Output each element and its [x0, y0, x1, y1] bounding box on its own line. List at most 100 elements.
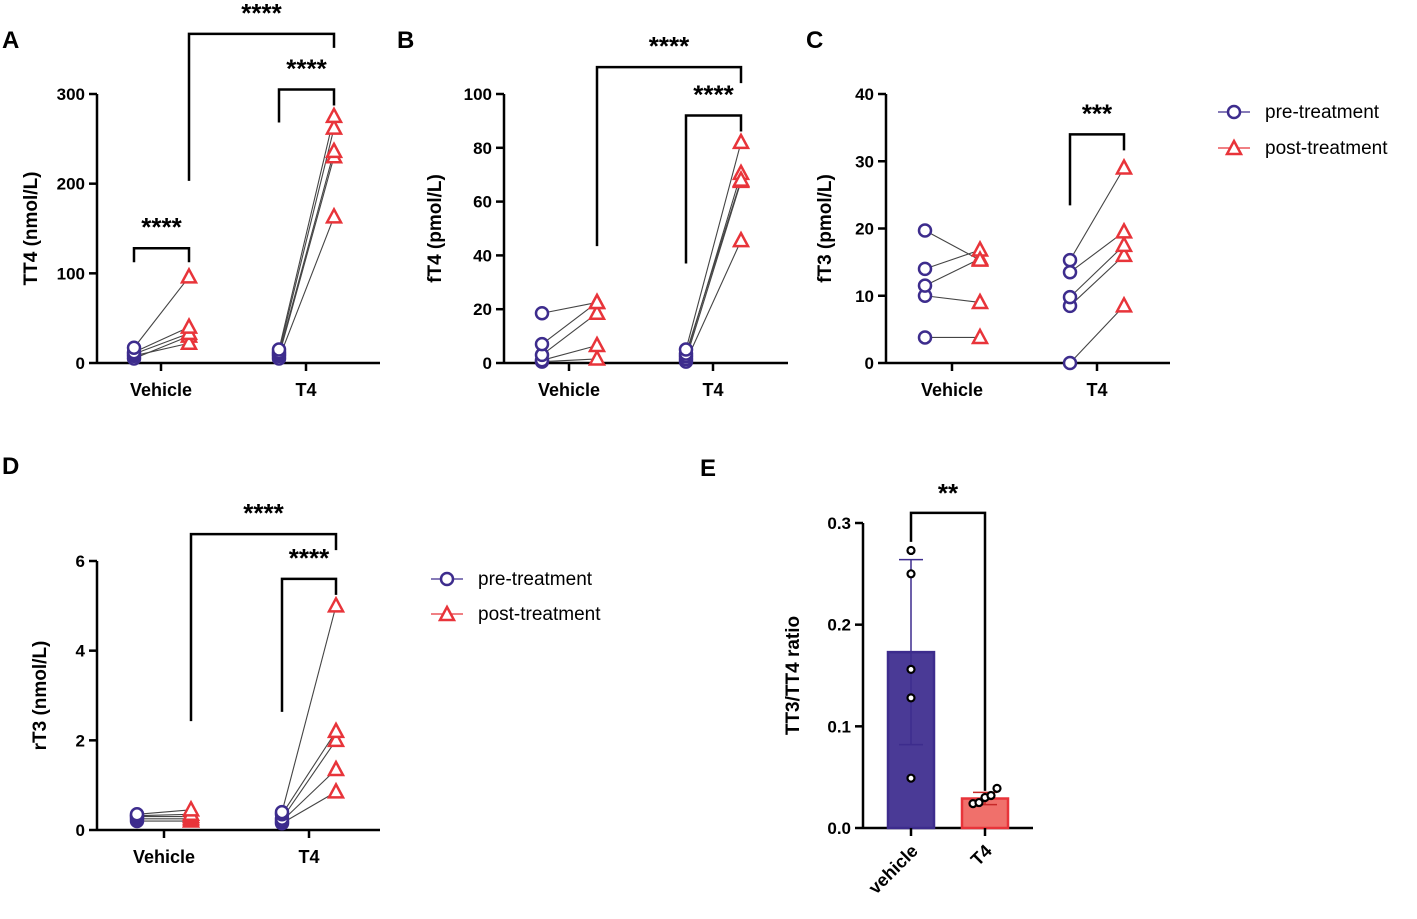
- pair-line: [541, 302, 598, 345]
- pair-line: [541, 358, 598, 363]
- pre-point: [271, 342, 287, 357]
- post-point: [731, 132, 751, 150]
- panel-d-rt3: 0 2 4 6 rT3 (nmol/L) Vehicle T4 ********: [30, 498, 380, 867]
- x-tick-label: T4: [298, 847, 319, 867]
- pair-line: [1069, 254, 1125, 307]
- post-point: [1114, 295, 1134, 313]
- panel-letter-e: E: [700, 455, 716, 482]
- legend-pre-marker: [1226, 104, 1242, 120]
- pre-point: [1062, 289, 1078, 305]
- y-tick-label: 200: [57, 175, 85, 194]
- data-point: [906, 773, 916, 783]
- legend-post-label: post-treatment: [478, 604, 601, 625]
- pair-line: [1069, 305, 1125, 364]
- data-point: [992, 783, 1002, 793]
- y-tick-label: 0.3: [827, 514, 851, 533]
- significance-bracket: [280, 577, 338, 712]
- pair-line: [281, 740, 337, 820]
- x-tick-label: Vehicle: [130, 380, 192, 400]
- pair-line: [133, 342, 190, 357]
- x-tick-label: T4: [702, 380, 723, 400]
- y-tick-label: 0.1: [827, 717, 851, 736]
- pair-line: [281, 769, 337, 822]
- post-point: [587, 292, 607, 310]
- pair-line: [133, 276, 190, 349]
- y-tick-label: 300: [57, 85, 85, 104]
- significance-stars: ***: [1082, 98, 1113, 128]
- pre-point: [129, 807, 145, 822]
- pre-point: [1062, 355, 1078, 371]
- significance-stars: ****: [243, 498, 284, 528]
- x-tick-label: T4: [967, 841, 996, 870]
- post-point: [1114, 235, 1134, 253]
- post-point: [181, 799, 201, 817]
- pair-line: [541, 344, 598, 361]
- y-tick-label: 20: [473, 300, 492, 319]
- significance-stars: ****: [241, 0, 282, 28]
- pair-line: [278, 116, 335, 350]
- post-point: [324, 206, 344, 224]
- post-point: [1114, 157, 1134, 175]
- pair-line: [924, 249, 981, 270]
- pre-point: [917, 330, 933, 345]
- pair-line: [278, 156, 335, 356]
- post-point: [731, 169, 751, 187]
- post-point: [587, 303, 607, 320]
- post-point: [326, 759, 346, 777]
- y-tick-label: 0.0: [827, 819, 851, 838]
- post-point: [970, 249, 990, 267]
- panel-letter-b: B: [397, 27, 414, 54]
- pair-line: [278, 151, 335, 355]
- post-point: [179, 266, 199, 284]
- panel-e-ratio: 0.0 0.1 0.2 0.3 TT3/TT4 ratio vehicle T4 **: [783, 478, 1033, 898]
- pair-line: [685, 179, 742, 354]
- y-tick-label: 60: [473, 193, 492, 212]
- panel-c-ft3: 0 10 20 30 40 fT3 (pmol/L) Vehicle T4 ***: [815, 85, 1170, 400]
- post-point: [970, 327, 990, 345]
- legend-post-label: post-treatment: [1265, 138, 1388, 159]
- significance-bracket: [684, 114, 743, 264]
- data-point: [986, 790, 996, 801]
- panel-letter-a: A: [2, 27, 19, 54]
- panel-letter-d: D: [2, 453, 19, 480]
- post-point: [326, 781, 346, 799]
- x-tick-label: T4: [1086, 380, 1107, 400]
- significance-bracket: [187, 32, 336, 181]
- post-point: [970, 292, 990, 310]
- panel-b-ft4: 0 20 40 60 80 100 fT4 (pmol/L) Vehicle T4 *******…: [425, 31, 788, 400]
- significance-stars: ****: [649, 31, 690, 61]
- y-tick-label: 0: [865, 354, 874, 373]
- x-tick-label: Vehicle: [921, 380, 983, 400]
- data-point: [906, 569, 916, 579]
- significance-stars: ****: [286, 54, 327, 84]
- post-point: [326, 721, 346, 739]
- y-tick-label: 80: [473, 139, 492, 158]
- legend-middle: pre-treatment post-treatment: [431, 569, 601, 625]
- y-tick-label: 40: [473, 246, 492, 265]
- pair-line: [1069, 244, 1125, 298]
- pair-line: [685, 142, 742, 350]
- data-point: [906, 545, 916, 556]
- post-point: [326, 730, 346, 748]
- post-point: [326, 595, 346, 613]
- y-axis-label: fT3 (pmol/L): [815, 174, 836, 283]
- y-axis-label: TT4 (nmol/L): [21, 172, 42, 286]
- post-point: [324, 106, 344, 124]
- pair-line: [136, 813, 192, 817]
- legend-pre-label: pre-treatment: [1265, 102, 1380, 123]
- significance-bracket: [189, 532, 338, 722]
- x-tick-label: Vehicle: [538, 380, 600, 400]
- x-tick-label: Vehicle: [133, 847, 195, 867]
- pre-point: [534, 336, 550, 352]
- post-point: [1114, 245, 1134, 263]
- post-point: [587, 335, 607, 353]
- y-tick-label: 0: [483, 354, 492, 373]
- post-point: [1114, 221, 1134, 239]
- x-tick-label: vehicle: [865, 841, 922, 898]
- post-point: [324, 117, 344, 135]
- y-tick-label: 0.2: [827, 616, 851, 635]
- significance-stars: ****: [693, 80, 734, 110]
- legend-post-marker: [1224, 138, 1244, 156]
- pair-line: [281, 791, 337, 824]
- pair-line: [685, 181, 742, 360]
